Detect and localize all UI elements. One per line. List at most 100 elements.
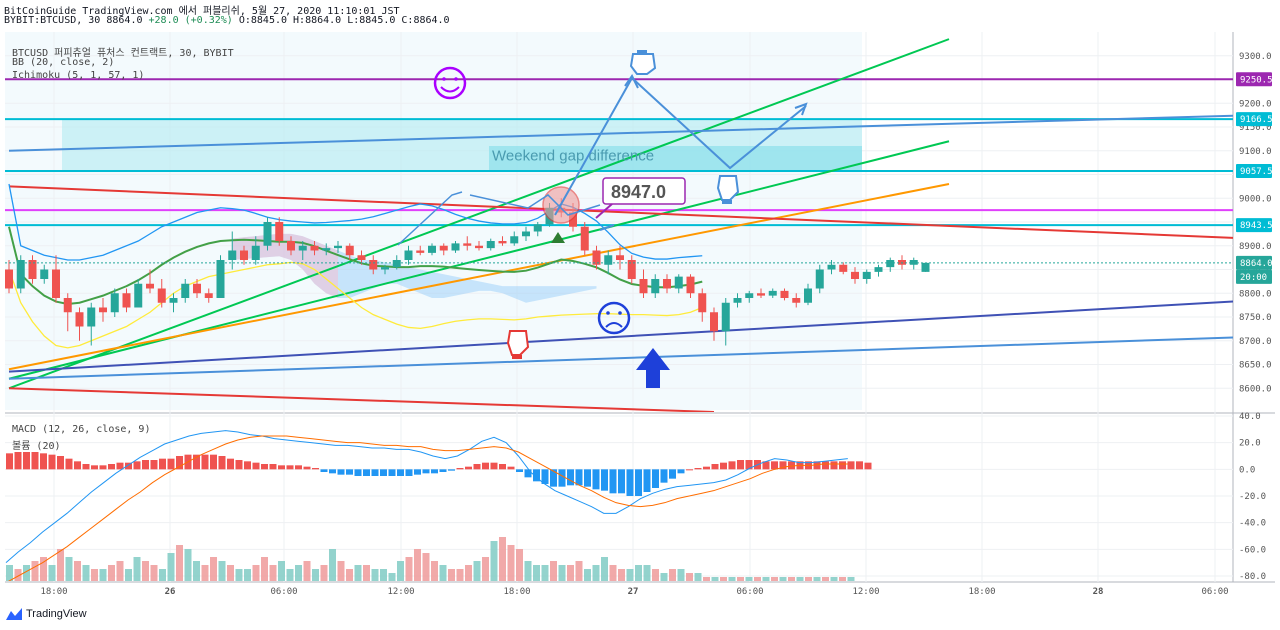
macd-histogram-bar <box>133 461 141 470</box>
macd-histogram-bar <box>830 461 838 470</box>
volume-bar <box>235 569 243 581</box>
hand-cuff <box>722 200 732 204</box>
pointing-hand-down-icon <box>716 175 740 204</box>
candle-body <box>134 283 143 308</box>
candle-body <box>193 283 201 294</box>
volume-bar <box>269 565 277 581</box>
candle-body <box>439 245 448 251</box>
price-tick-label: 8650.0 <box>1239 361 1272 371</box>
macd-histogram-bar <box>201 454 209 470</box>
candle-body <box>580 226 589 251</box>
candle-body <box>28 260 37 279</box>
candle-body <box>569 212 577 227</box>
hand-cuff <box>512 355 522 359</box>
macd-histogram-bar <box>405 469 413 476</box>
volume-bar <box>796 577 804 581</box>
macd-histogram-bar <box>125 462 132 470</box>
candle-body <box>886 260 895 268</box>
price-pane[interactable] <box>5 38 1280 412</box>
macd-histogram-bar <box>694 468 702 470</box>
volume-bar <box>567 565 574 581</box>
volume-bar <box>635 565 642 581</box>
volume-bar <box>48 565 56 581</box>
macd-line <box>5 430 848 564</box>
volume-bar <box>133 557 141 581</box>
macd-histogram-bar <box>337 469 345 475</box>
candle-body <box>733 298 742 303</box>
candle-body <box>99 307 107 313</box>
smiley-eye <box>454 77 458 81</box>
candle-body <box>263 222 272 246</box>
macd-histogram-bar <box>847 461 855 470</box>
macd-histogram-bar <box>329 469 336 474</box>
volume-bar <box>805 577 812 581</box>
volume-bar <box>303 561 311 581</box>
volume-bar <box>210 557 217 581</box>
volume-bar <box>439 565 447 581</box>
volume-bar <box>150 565 158 581</box>
candle-body <box>298 245 307 251</box>
volume-bar <box>184 549 192 581</box>
price-label-bg <box>1236 269 1272 284</box>
candle-body <box>275 222 284 241</box>
macd-histogram-bar <box>592 469 600 490</box>
candle-body <box>122 293 131 308</box>
volume-bar <box>618 569 625 581</box>
time-tick-label: 06:00 <box>270 587 297 597</box>
macd-tick-label: 0.0 <box>1239 465 1255 475</box>
volume-bar <box>354 565 362 581</box>
volume-bar <box>371 569 379 581</box>
macd-histogram-bar <box>643 469 651 492</box>
volume-bar <box>14 569 22 581</box>
candle-body <box>169 298 178 303</box>
smiley-face-icon <box>433 66 467 100</box>
volume-bar <box>839 577 846 581</box>
volume-bar <box>703 577 710 581</box>
macd-histogram-bar <box>482 462 489 470</box>
macd-histogram-bar <box>626 469 634 496</box>
volume-bar <box>482 557 489 581</box>
candle-body <box>663 279 671 289</box>
candle-body <box>698 293 707 313</box>
macd-tick-label: -40.0 <box>1239 519 1266 529</box>
ohlc-values: O:8845.0 H:8864.0 L:8845.0 C:8864.0 <box>238 15 450 26</box>
candle-body <box>428 245 436 253</box>
candle-body <box>157 288 166 303</box>
macd-histogram-bar <box>703 466 710 470</box>
macd-histogram-bar <box>609 469 617 494</box>
candle-body <box>5 269 13 289</box>
weekend-gap-text: Weekend gap difference <box>492 147 654 164</box>
macd-histogram-bar <box>779 461 787 470</box>
price-tick-label: 9200.0 <box>1239 99 1272 109</box>
axes: 9300.09250.09200.09150.09100.09050.09000… <box>40 52 1272 597</box>
macd-histogram-bar <box>431 469 438 474</box>
volume-bar <box>261 557 268 581</box>
volume-bar <box>337 561 345 581</box>
sad-face-icon <box>597 301 631 335</box>
candle-body <box>651 279 660 294</box>
candle-body <box>216 260 225 298</box>
candle-body <box>768 290 777 296</box>
candle-body <box>416 250 425 253</box>
candle-body <box>451 243 460 251</box>
volume-bar <box>363 565 370 581</box>
price-label: 9250.5 <box>1240 75 1273 85</box>
trend-line <box>8 183 950 371</box>
tradingview-brand[interactable]: TradingView <box>6 608 87 620</box>
macd-histogram-bar <box>269 464 277 470</box>
hand-palm <box>716 175 740 201</box>
macd-histogram-bar <box>278 465 285 470</box>
candle-body <box>392 260 401 268</box>
candle-body <box>721 302 730 332</box>
bb-basis <box>8 226 703 305</box>
macd-histogram-bar <box>499 464 506 470</box>
volume-bar <box>252 565 260 581</box>
volume-bar <box>193 561 200 581</box>
volume-bar <box>550 561 557 581</box>
macd-volume-pane[interactable] <box>5 430 872 583</box>
candle-body <box>110 293 119 313</box>
trend-line <box>8 185 1233 239</box>
volume-bar <box>57 549 64 581</box>
macd-histogram-bar <box>346 469 353 475</box>
